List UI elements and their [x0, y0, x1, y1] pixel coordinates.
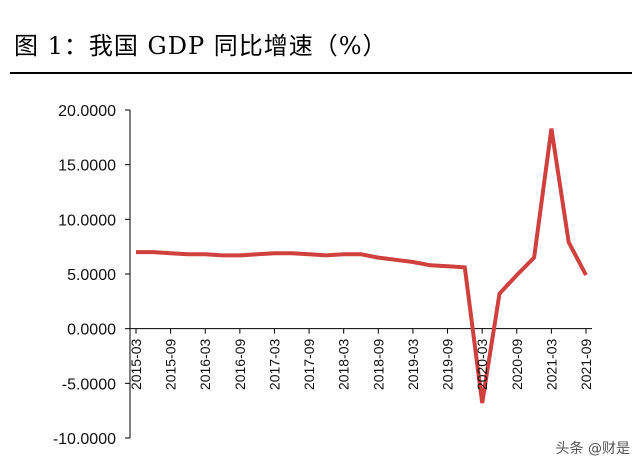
data-point: [446, 265, 449, 268]
data-point: [550, 127, 553, 130]
x-tick-label: 2018-09: [370, 338, 386, 390]
watermark: 头条 @财是: [555, 441, 630, 457]
x-tick-label: 2020-09: [509, 338, 525, 390]
y-tick-label: 0.0000: [67, 322, 116, 339]
data-point: [585, 274, 588, 277]
data-point: [567, 241, 570, 244]
x-tick-label: 2017-09: [301, 338, 317, 390]
y-tick-label: -10.0000: [53, 431, 116, 448]
data-point: [290, 252, 293, 255]
tick-label-layer: 20.0000 15.0000 10.0000 5.0000 0.0000 -5.0000…: [53, 103, 594, 448]
data-point: [481, 402, 484, 405]
data-point: [360, 253, 363, 256]
data-point: [429, 264, 432, 267]
x-tick-label: 2016-09: [232, 338, 248, 390]
x-tick-label: 2019-09: [440, 338, 456, 390]
data-point: [204, 253, 207, 256]
y-tick-label: 5.0000: [67, 267, 116, 284]
data-point: [135, 251, 138, 254]
data-point: [169, 252, 172, 255]
data-point: [273, 252, 276, 255]
data-point: [394, 258, 397, 261]
x-tick-label: 2015-09: [163, 338, 179, 390]
data-point: [463, 266, 466, 269]
series-layer: [135, 127, 588, 405]
data-point: [325, 254, 328, 257]
data-point: [498, 292, 501, 295]
chart-title: 图 1：我国 GDP 同比增速（%）: [14, 32, 388, 60]
x-tick-label: 2018-03: [336, 338, 352, 390]
y-tick-label: 15.0000: [58, 158, 116, 175]
title-divider: [10, 72, 632, 74]
data-point: [238, 254, 241, 257]
axis-layer: [125, 109, 592, 439]
data-point: [186, 253, 189, 256]
data-point: [515, 274, 518, 277]
data-point: [377, 256, 380, 259]
x-tick-label: 2021-03: [543, 338, 559, 390]
data-point: [221, 254, 224, 257]
data-point: [533, 256, 536, 259]
x-tick-label: 2015-03: [128, 338, 144, 390]
x-tick-label: 2016-03: [197, 338, 213, 390]
y-tick-label: 10.0000: [58, 212, 116, 229]
gdp-growth-series-line: [136, 128, 588, 404]
x-tick-label: 2020-03: [474, 338, 490, 390]
x-tick-label: 2019-03: [405, 338, 421, 390]
x-tick-label: 2017-03: [266, 338, 282, 390]
data-point: [342, 253, 345, 256]
y-tick-label: 20.0000: [58, 103, 116, 120]
data-point: [308, 253, 311, 256]
y-tick-label: -5.0000: [62, 376, 116, 393]
data-point: [411, 260, 414, 263]
data-point: [152, 251, 155, 254]
data-point: [256, 253, 259, 256]
x-tick-label: 2021-09: [578, 338, 594, 390]
